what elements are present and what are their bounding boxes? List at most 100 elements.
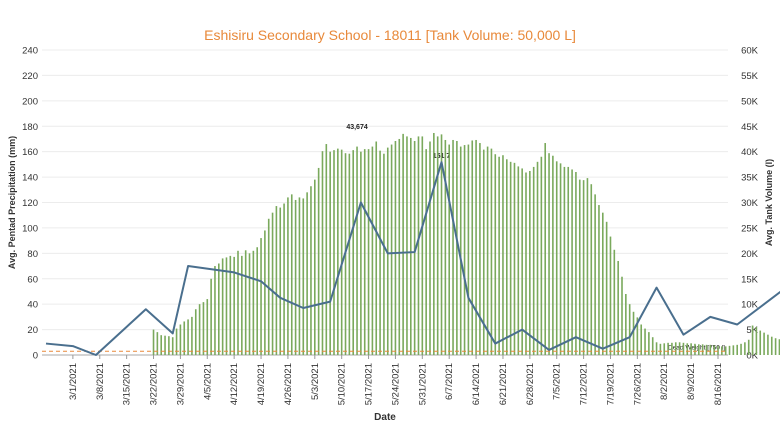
bar xyxy=(214,266,216,355)
bar xyxy=(479,143,481,355)
bar xyxy=(218,263,220,355)
bar xyxy=(494,154,497,355)
bar xyxy=(160,335,162,355)
bar xyxy=(375,141,378,355)
y-tick-right-label: 30K xyxy=(741,198,759,209)
bar xyxy=(183,321,186,355)
bar xyxy=(156,332,159,355)
x-tick-label: 7/5/2021 xyxy=(552,363,563,400)
x-tick-label: 6/14/2021 xyxy=(471,363,482,405)
bar xyxy=(433,132,435,355)
bar xyxy=(467,144,470,355)
bar xyxy=(187,319,189,355)
bar xyxy=(440,134,443,355)
bar xyxy=(517,166,520,355)
x-tick-label: 3/15/2021 xyxy=(122,363,133,405)
bar xyxy=(283,203,285,355)
bar xyxy=(210,278,212,355)
bar xyxy=(571,169,573,355)
bar xyxy=(625,294,627,355)
bar xyxy=(306,192,308,355)
bar xyxy=(705,344,708,355)
bar xyxy=(241,255,243,355)
bar xyxy=(221,258,224,355)
bar xyxy=(678,342,681,355)
bar xyxy=(555,161,558,355)
y-tick-left-label: 40 xyxy=(27,300,38,311)
x-tick-label: 5/31/2021 xyxy=(417,363,428,405)
bar xyxy=(682,342,685,355)
bar xyxy=(671,342,673,355)
bar xyxy=(225,257,228,355)
bar xyxy=(360,151,362,355)
x-tick-label: 8/2/2021 xyxy=(659,363,670,400)
bar xyxy=(536,161,539,355)
bar xyxy=(410,137,412,355)
y-tick-left-label: 200 xyxy=(22,96,38,107)
bar xyxy=(244,250,247,355)
bar xyxy=(636,317,639,355)
bar xyxy=(402,133,404,355)
bar xyxy=(390,144,393,355)
bar xyxy=(152,329,155,355)
bar xyxy=(763,332,765,355)
y-tick-right-label: 10K xyxy=(741,300,759,311)
bar xyxy=(290,194,293,355)
x-tick-label: 8/16/2021 xyxy=(713,363,724,405)
bar xyxy=(632,311,635,355)
bar xyxy=(659,343,662,355)
bar xyxy=(264,230,266,355)
bar xyxy=(774,338,777,355)
bar xyxy=(413,140,416,355)
bar xyxy=(321,151,324,355)
bar xyxy=(744,342,746,355)
precipitation-line xyxy=(45,161,780,356)
x-tick-label: 5/10/2021 xyxy=(337,363,348,405)
bar xyxy=(191,316,193,355)
bar xyxy=(521,168,523,355)
bar xyxy=(198,304,201,355)
bar xyxy=(506,159,508,355)
bar xyxy=(578,179,581,355)
bar xyxy=(340,149,343,355)
bar xyxy=(337,148,339,355)
bar xyxy=(640,324,642,355)
bar xyxy=(171,337,174,355)
x-tick-label: 6/28/2021 xyxy=(525,363,536,405)
bar xyxy=(271,212,274,355)
bar xyxy=(509,161,512,355)
bar xyxy=(740,343,742,355)
bar xyxy=(567,166,570,355)
bar xyxy=(475,139,477,355)
y-tick-left-label: 240 xyxy=(22,46,38,57)
bar xyxy=(759,330,762,355)
y-tick-right-label: 35K xyxy=(741,173,759,184)
bar xyxy=(724,346,727,355)
bar xyxy=(302,198,305,355)
y-tick-left-label: 0 xyxy=(33,351,38,362)
bar xyxy=(444,139,447,355)
bar xyxy=(655,342,658,355)
x-tick-label: 5/24/2021 xyxy=(390,363,401,405)
bar xyxy=(348,153,351,355)
y-tick-left-label: 160 xyxy=(22,147,38,158)
bar xyxy=(621,276,623,355)
bar xyxy=(486,146,489,355)
bar xyxy=(456,140,458,355)
bar xyxy=(747,339,750,355)
bar xyxy=(644,328,646,355)
y-tick-left-label: 220 xyxy=(22,71,38,82)
bar xyxy=(663,343,666,355)
bar xyxy=(310,186,312,355)
bar xyxy=(398,138,401,355)
bar xyxy=(628,304,631,355)
bar xyxy=(363,149,366,355)
bar xyxy=(436,136,439,355)
bar xyxy=(755,327,758,355)
bar xyxy=(317,167,320,355)
bar xyxy=(352,150,354,355)
bar xyxy=(425,149,427,355)
x-tick-label: 3/8/2021 xyxy=(95,363,106,400)
bar xyxy=(602,212,604,355)
bar xyxy=(502,155,504,355)
